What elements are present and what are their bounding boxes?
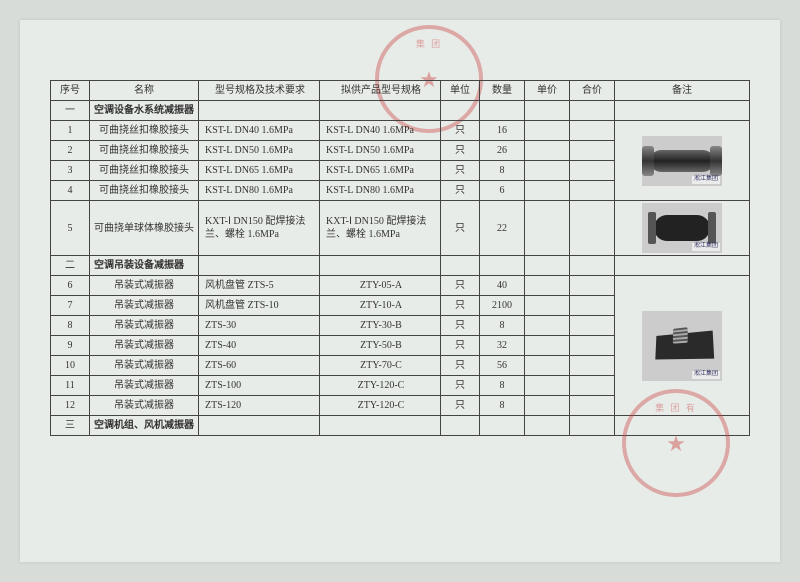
image-watermark: 淞江集团	[692, 243, 720, 251]
page-background: 集 团 ★ 序号 名称 型号规格及技术要求 拟供产品型号规格 单位 数量 单价 …	[20, 20, 780, 562]
col-seq: 序号	[51, 81, 90, 101]
stamp-star-icon: ★	[626, 431, 726, 457]
stamp-bottom: 集 团 有 ★	[622, 389, 730, 497]
col-total: 合价	[570, 81, 615, 101]
col-qty: 数量	[480, 81, 525, 101]
table-row: 1 可曲挠丝扣橡胶接头 KST-L DN40 1.6MPa KST-L DN40…	[51, 121, 750, 141]
col-unitprice: 单价	[525, 81, 570, 101]
image-watermark: 淞江集团	[692, 176, 720, 184]
flange-joint-image: 淞江集团	[642, 203, 722, 253]
table-row: 6 吊装式减振器 风机盘管 ZTS-5 ZTY-05-A 只 40 淞江集团	[51, 276, 750, 296]
col-spec: 型号规格及技术要求	[199, 81, 320, 101]
remark-image-1: 淞江集团	[615, 121, 750, 201]
section-title: 空调设备水系统减振器	[90, 101, 199, 121]
table-container: 序号 名称 型号规格及技术要求 拟供产品型号规格 单位 数量 单价 合价 备注 …	[50, 80, 750, 436]
col-name: 名称	[90, 81, 199, 101]
col-product: 拟供产品型号规格	[320, 81, 441, 101]
image-watermark: 淞江集团	[692, 371, 720, 379]
rubber-joint-image: 淞江集团	[642, 136, 722, 186]
stamp-text: 集 团	[379, 37, 479, 50]
remark-image-2: 淞江集团	[615, 201, 750, 256]
table-row: 5 可曲挠单球体橡胶接头 KXT-Ⅰ DN150 配焊接法兰、螺栓 1.6MPa…	[51, 201, 750, 256]
spec-table: 序号 名称 型号规格及技术要求 拟供产品型号规格 单位 数量 单价 合价 备注 …	[50, 80, 750, 436]
stamp-text: 集 团 有	[626, 401, 726, 414]
section-row-1: 一 空调设备水系统减振器	[51, 101, 750, 121]
col-remark: 备注	[615, 81, 750, 101]
damper-mount-image: 淞江集团	[642, 311, 722, 381]
section-row-2: 二 空调吊装设备减振器	[51, 256, 750, 276]
col-unit: 单位	[441, 81, 480, 101]
section-seq: 一	[51, 101, 90, 121]
table-header-row: 序号 名称 型号规格及技术要求 拟供产品型号规格 单位 数量 单价 合价 备注	[51, 81, 750, 101]
